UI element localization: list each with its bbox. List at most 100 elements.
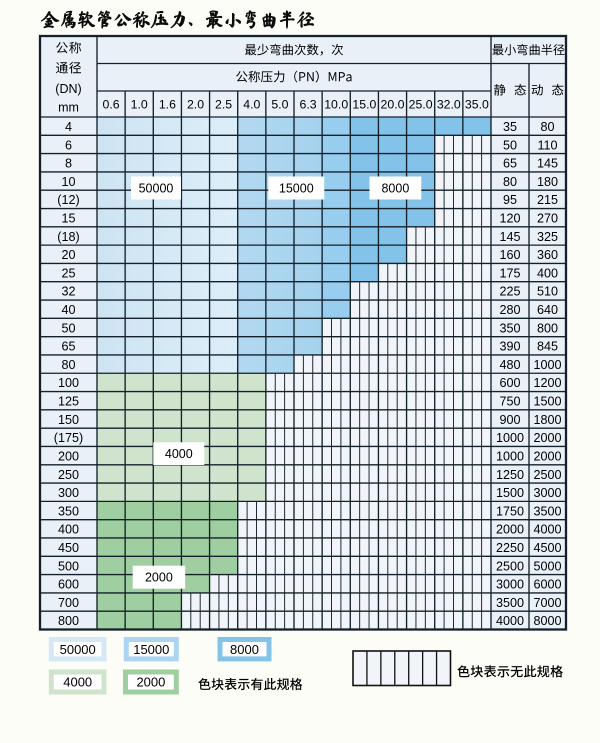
svg-text:280: 280 (499, 303, 520, 317)
svg-text:2500: 2500 (533, 468, 561, 482)
svg-text:325: 325 (537, 230, 558, 244)
svg-text:1000: 1000 (496, 450, 524, 464)
svg-text:3000: 3000 (533, 486, 561, 500)
svg-text:1750: 1750 (496, 504, 524, 518)
svg-text:600: 600 (499, 376, 520, 390)
svg-text:100: 100 (58, 376, 79, 390)
svg-text:50000: 50000 (60, 642, 96, 657)
svg-text:2.0: 2.0 (187, 98, 204, 112)
svg-text:8000: 8000 (381, 181, 409, 195)
svg-text:350: 350 (499, 321, 520, 335)
svg-text:4: 4 (65, 120, 72, 134)
svg-text:65: 65 (503, 157, 517, 171)
svg-text:25.0: 25.0 (409, 98, 433, 112)
svg-text:500: 500 (58, 559, 79, 573)
svg-text:6: 6 (65, 138, 72, 152)
svg-text:50: 50 (61, 321, 75, 335)
svg-text:50: 50 (503, 138, 517, 152)
svg-text:200: 200 (58, 450, 79, 464)
svg-text:1250: 1250 (496, 468, 524, 482)
svg-text:900: 900 (499, 413, 520, 427)
svg-text:3500: 3500 (533, 504, 561, 518)
svg-text:25: 25 (61, 266, 75, 280)
svg-text:360: 360 (537, 248, 558, 262)
svg-text:4.0: 4.0 (243, 98, 260, 112)
svg-text:2000: 2000 (533, 450, 561, 464)
svg-text:65: 65 (61, 340, 75, 354)
svg-text:(12): (12) (57, 193, 79, 207)
svg-text:95: 95 (503, 193, 517, 207)
svg-text:35.0: 35.0 (465, 98, 489, 112)
svg-text:450: 450 (58, 541, 79, 555)
svg-text:250: 250 (58, 468, 79, 482)
svg-text:20: 20 (61, 248, 75, 262)
svg-text:(175): (175) (54, 431, 83, 445)
svg-text:150: 150 (58, 413, 79, 427)
svg-text:2000: 2000 (496, 523, 524, 537)
svg-text:700: 700 (58, 596, 79, 610)
svg-text:400: 400 (58, 523, 79, 537)
svg-text:800: 800 (58, 614, 79, 628)
svg-text:15000: 15000 (279, 181, 314, 195)
svg-text:80: 80 (503, 175, 517, 189)
svg-text:350: 350 (58, 504, 79, 518)
svg-text:(18): (18) (57, 230, 79, 244)
svg-text:1000: 1000 (496, 431, 524, 445)
svg-text:5000: 5000 (533, 559, 561, 573)
svg-text:2500: 2500 (496, 559, 524, 573)
svg-text:4000: 4000 (496, 614, 524, 628)
svg-text:32: 32 (61, 285, 75, 299)
svg-text:160: 160 (499, 248, 520, 262)
svg-text:2000: 2000 (136, 675, 165, 690)
svg-text:600: 600 (58, 578, 79, 592)
svg-text:10.0: 10.0 (324, 98, 348, 112)
svg-text:3000: 3000 (496, 578, 524, 592)
svg-text:8000: 8000 (230, 642, 259, 657)
svg-text:750: 750 (499, 395, 520, 409)
svg-text:35: 35 (503, 120, 517, 134)
svg-text:1500: 1500 (496, 486, 524, 500)
svg-text:20.0: 20.0 (381, 98, 405, 112)
svg-text:4000: 4000 (165, 447, 193, 461)
svg-text:8: 8 (65, 157, 72, 171)
svg-text:145: 145 (499, 230, 520, 244)
svg-text:390: 390 (499, 340, 520, 354)
svg-text:1200: 1200 (533, 376, 561, 390)
svg-text:400: 400 (537, 266, 558, 280)
svg-text:270: 270 (537, 212, 558, 226)
svg-text:180: 180 (537, 175, 558, 189)
svg-text:120: 120 (499, 212, 520, 226)
svg-text:215: 215 (537, 193, 558, 207)
svg-text:15: 15 (61, 212, 75, 226)
svg-text:4000: 4000 (533, 523, 561, 537)
svg-text:7000: 7000 (533, 596, 561, 610)
svg-text:2250: 2250 (496, 541, 524, 555)
svg-text:50000: 50000 (139, 181, 174, 195)
svg-text:2000: 2000 (145, 571, 173, 585)
svg-text:510: 510 (537, 285, 558, 299)
svg-text:2000: 2000 (533, 431, 561, 445)
svg-text:1500: 1500 (533, 395, 561, 409)
svg-text:110: 110 (537, 138, 557, 152)
svg-text:480: 480 (499, 358, 520, 372)
svg-text:80: 80 (540, 120, 554, 134)
svg-text:40: 40 (61, 303, 75, 317)
svg-text:2.5: 2.5 (215, 98, 232, 112)
svg-text:6000: 6000 (533, 578, 561, 592)
svg-text:10: 10 (61, 175, 75, 189)
svg-text:1000: 1000 (533, 358, 561, 372)
svg-text:4000: 4000 (63, 675, 92, 690)
svg-text:125: 125 (58, 395, 79, 409)
svg-text:6.3: 6.3 (300, 98, 317, 112)
svg-text:15.0: 15.0 (352, 98, 376, 112)
svg-text:8000: 8000 (533, 614, 561, 628)
svg-text:80: 80 (61, 358, 75, 372)
svg-text:845: 845 (537, 340, 558, 354)
svg-text:225: 225 (499, 285, 520, 299)
svg-text:15000: 15000 (133, 642, 169, 657)
svg-text:3500: 3500 (496, 596, 524, 610)
svg-text:1800: 1800 (533, 413, 561, 427)
svg-text:mm: mm (58, 101, 79, 115)
svg-text:145: 145 (537, 157, 558, 171)
svg-text:1.6: 1.6 (159, 98, 176, 112)
